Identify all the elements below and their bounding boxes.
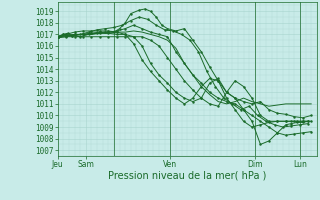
X-axis label: Pression niveau de la mer( hPa ): Pression niveau de la mer( hPa ) [108, 171, 266, 181]
